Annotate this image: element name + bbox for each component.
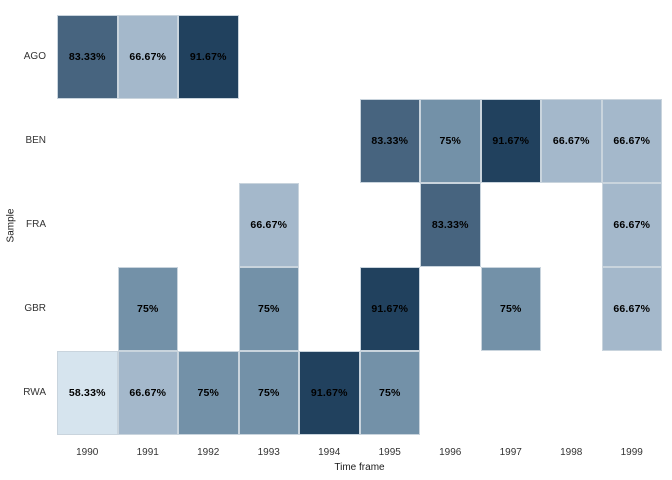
y-tick-label-GBR: GBR bbox=[24, 303, 46, 314]
x-tick-label-1999: 1999 bbox=[620, 447, 643, 458]
cell-value-label: 75% bbox=[257, 387, 280, 399]
heatmap-cell-BEN-1998: 66.67% bbox=[541, 99, 602, 183]
heatmap-cell-GBR-1995: 91.67% bbox=[359, 267, 420, 351]
x-tick-label-1996: 1996 bbox=[439, 447, 462, 458]
y-tick-label-FRA: FRA bbox=[26, 219, 46, 230]
heatmap-cell-BEN-1997: 91.67% bbox=[480, 99, 541, 183]
cell-value-label: 83.33% bbox=[68, 51, 106, 63]
heatmap-cell-RWA-1993: 75% bbox=[238, 351, 299, 435]
cell-value-label: 91.67% bbox=[371, 303, 409, 315]
x-tick-label-1997: 1997 bbox=[499, 447, 522, 458]
heatmap-cell-RWA-1995: 75% bbox=[359, 351, 420, 435]
cell-value-label: 75% bbox=[378, 387, 401, 399]
heatmap-cell-BEN-1995: 83.33% bbox=[359, 99, 420, 183]
heatmap-cell-GBR-1999: 66.67% bbox=[601, 267, 662, 351]
cell-value-label: 91.67% bbox=[189, 51, 227, 63]
x-tick-label-1991: 1991 bbox=[136, 447, 159, 458]
heatmap-cell-GBR-1991: 75% bbox=[117, 267, 178, 351]
cell-value-label: 66.67% bbox=[552, 135, 590, 147]
cell-value-label: 66.67% bbox=[613, 303, 651, 315]
cell-value-label: 83.33% bbox=[371, 135, 409, 147]
cell-value-label: 83.33% bbox=[431, 219, 469, 231]
heatmap-cell-AGO-1992: 91.67% bbox=[178, 15, 239, 99]
cell-value-label: 66.67% bbox=[129, 51, 167, 63]
x-tick-label-1990: 1990 bbox=[76, 447, 99, 458]
x-tick-label-1994: 1994 bbox=[318, 447, 341, 458]
cell-value-label: 66.67% bbox=[613, 135, 651, 147]
cell-value-label: 66.67% bbox=[250, 219, 288, 231]
cell-value-label: 66.67% bbox=[129, 387, 167, 399]
x-tick-label-1998: 1998 bbox=[560, 447, 583, 458]
heatmap-cell-AGO-1991: 66.67% bbox=[117, 15, 178, 99]
heatmap-cell-FRA-1993: 66.67% bbox=[238, 183, 299, 267]
x-tick-label-1993: 1993 bbox=[257, 447, 280, 458]
cell-value-label: 75% bbox=[136, 303, 159, 315]
x-tick-label-1995: 1995 bbox=[378, 447, 401, 458]
heatmap-panel: 83.33% 66.67% 91.67% 83.33% 75% 91.67% 66.67% 6… bbox=[57, 15, 662, 435]
y-tick-label-AGO: AGO bbox=[23, 51, 46, 62]
cell-value-label: 75% bbox=[257, 303, 280, 315]
heatmap-cell-RWA-1990: 58.33% bbox=[57, 351, 118, 435]
x-tick-label-1992: 1992 bbox=[197, 447, 220, 458]
cell-value-label: 58.33% bbox=[68, 387, 106, 399]
heatmap-cell-FRA-1999: 66.67% bbox=[601, 183, 662, 267]
heatmap-cell-RWA-1994: 91.67% bbox=[299, 351, 360, 435]
heatmap-cell-FRA-1996: 83.33% bbox=[420, 183, 481, 267]
heatmap-cell-BEN-1999: 66.67% bbox=[601, 99, 662, 183]
heatmap-cell-AGO-1990: 83.33% bbox=[57, 15, 118, 99]
y-tick-label-BEN: BEN bbox=[25, 135, 46, 146]
cell-value-label: 91.67% bbox=[310, 387, 348, 399]
cell-value-label: 91.67% bbox=[492, 135, 530, 147]
heatmap-cell-GBR-1993: 75% bbox=[238, 267, 299, 351]
x-axis-title: Time frame bbox=[334, 462, 385, 473]
y-tick-label-RWA: RWA bbox=[23, 387, 46, 398]
heatmap-cell-RWA-1991: 66.67% bbox=[117, 351, 178, 435]
cell-value-label: 66.67% bbox=[613, 219, 651, 231]
cell-value-label: 75% bbox=[439, 135, 462, 147]
cell-value-label: 75% bbox=[499, 303, 522, 315]
heatmap-cell-GBR-1997: 75% bbox=[480, 267, 541, 351]
heatmap-cell-RWA-1992: 75% bbox=[178, 351, 239, 435]
heatmap-cell-BEN-1996: 75% bbox=[420, 99, 481, 183]
cell-value-label: 75% bbox=[197, 387, 220, 399]
